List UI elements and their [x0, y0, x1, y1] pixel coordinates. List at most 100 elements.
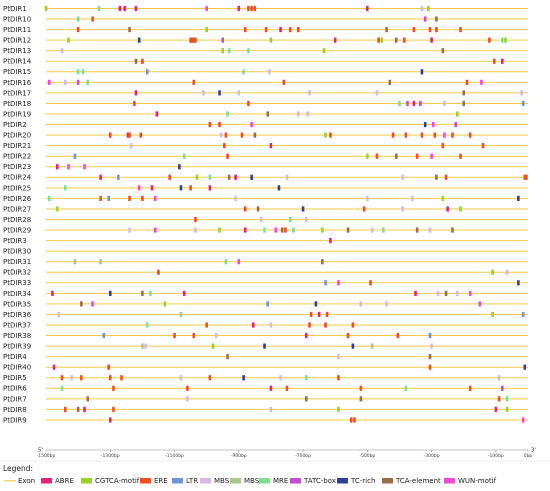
cis-element-mbs-mark: [420, 5, 424, 12]
cis-element-cgtca-mark: [67, 37, 70, 43]
cis-element-tca-mark: [141, 290, 144, 296]
cis-element-ere-mark: [359, 385, 363, 391]
cis-element-ere-mark: [141, 195, 144, 201]
cis-element-cgtca-mark: [55, 206, 59, 212]
cis-element-ere-mark: [243, 206, 247, 212]
cis-element-tatc-mark: [221, 37, 225, 43]
cis-element-abre-mark: [251, 322, 255, 328]
gene-label: PtDIR16: [3, 79, 32, 87]
cis-element-tca-mark: [394, 153, 398, 159]
cis-element-ere-mark: [80, 375, 83, 381]
cis-element-ltr-mark: [107, 195, 110, 201]
cis-element-ere-mark: [247, 5, 250, 12]
cis-element-ere-mark: [264, 27, 268, 33]
gene-tracks: PtDIR1 PtDIR10 PtDIR11 PtDIR12 PtDIR13 PtDIR1…: [3, 5, 528, 424]
cis-element-tca-mark: [462, 100, 466, 107]
gene-label: PtDIR18: [3, 100, 31, 108]
cis-element-ere-mark: [441, 143, 445, 149]
cis-element-ere-mark: [309, 311, 313, 318]
gene-row: PtDIR31: [3, 258, 528, 266]
cis-element-abre-mark: [430, 37, 433, 43]
cis-element-ere-mark: [451, 132, 454, 138]
cis-element-abre-mark: [414, 290, 417, 296]
cis-element-mbs-mark: [57, 311, 61, 318]
gene-label: PtDIR22: [3, 153, 31, 161]
gene-row: PtDIR34: [3, 290, 528, 298]
cis-element-tatc-mark: [454, 121, 457, 128]
cis-element-tcrich-mark: [108, 290, 112, 296]
cis-element-ltr-mark: [521, 100, 525, 107]
cis-element-tca-mark: [253, 132, 257, 138]
axis-tick-label: -900bp: [231, 453, 247, 459]
cis-element-ere-mark: [192, 37, 196, 43]
cis-element-ere-mark: [420, 132, 424, 138]
gene-row: PtDIR18: [3, 100, 528, 108]
axis-tick-label: -500bp: [359, 453, 375, 459]
cis-element-wun-mark: [153, 227, 157, 233]
cis-element-ere-mark: [404, 132, 408, 138]
cis-element-ere-mark: [112, 385, 115, 391]
cis-element-abre-mark: [134, 90, 138, 96]
cis-element-tcrich-mark: [423, 121, 427, 128]
legend-label: LTR: [186, 477, 198, 485]
cis-element-mre-mark: [145, 322, 149, 328]
cis-element-tca-mark: [385, 27, 388, 33]
cis-element-tcrich-mark: [218, 90, 221, 96]
cis-element-cgtca-mark: [491, 269, 494, 275]
cis-element-tca-mark: [441, 48, 445, 54]
cis-element-abre-mark: [237, 5, 241, 12]
cis-element-mbs-mark: [186, 396, 189, 402]
gene-row: PtDIR24: [3, 174, 528, 182]
cis-element-tcrich-mark: [517, 280, 520, 286]
legend-swatch: [172, 478, 183, 484]
cis-element-mre-mark: [226, 111, 229, 117]
cis-element-tcrich-mark: [178, 164, 181, 170]
cis-element-mbs-mark: [304, 216, 308, 223]
gene-label: PtDIR28: [3, 216, 31, 224]
gene-label: PtDIR3: [3, 237, 27, 245]
gene-row: PtDIR14: [3, 58, 528, 66]
cis-element-ltr-mark: [145, 69, 149, 75]
cis-element-ere-mark: [60, 375, 64, 381]
cis-element-ere-mark: [194, 37, 197, 43]
gene-row: PtDIR12: [3, 37, 528, 45]
gene-label: PtDIR7: [3, 395, 27, 403]
cis-element-mbs-mark: [497, 375, 501, 381]
cis-element-ere-mark: [168, 174, 172, 180]
cis-element-ltr-mark: [117, 174, 120, 180]
cis-element-mbs-mark: [144, 343, 147, 349]
gene-row: PtDIR37: [3, 321, 528, 329]
gene-row: PtDIR9: [3, 416, 528, 424]
cis-element-cgtca-mark: [441, 195, 445, 201]
cis-element-ere-mark: [481, 143, 485, 149]
legend-label: Exon: [18, 477, 35, 485]
gene-row: PtDIR28: [3, 216, 528, 224]
cis-element-cgtca-mark: [456, 111, 459, 117]
gene-label: PtDIR24: [3, 174, 32, 182]
cis-element-tca-mark: [415, 227, 419, 233]
cis-element-ere-mark: [435, 27, 438, 33]
cis-element-tcrich-mark: [351, 343, 355, 349]
cis-element-tca-mark: [227, 174, 231, 180]
cis-element-tcrich-mark: [517, 195, 520, 201]
gene-label: PtDIR9: [3, 416, 27, 424]
cis-element-mbs-mark: [279, 375, 282, 381]
cis-element-ere-mark: [91, 16, 94, 22]
gene-label: PtDIR19: [3, 110, 31, 118]
cis-element-ere-mark: [351, 322, 355, 328]
gene-row: PtDIR23: [3, 163, 528, 171]
cis-element-mre-mark: [76, 16, 80, 22]
gene-row: PtDIR4: [3, 353, 528, 361]
cis-element-mbsi-mark: [141, 343, 144, 349]
legend-label: MBS: [214, 477, 230, 485]
cis-element-mre-mark: [60, 385, 64, 391]
cis-element-abre-mark: [182, 290, 186, 296]
cis-element-tca-mark: [226, 354, 229, 360]
gene-label: PtDIR14: [3, 58, 32, 66]
gene-label: PtDIR17: [3, 89, 31, 97]
gene-label: PtDIR23: [3, 163, 31, 171]
cis-element-cgtca-mark: [504, 37, 507, 43]
gene-label: PtDIR31: [3, 258, 31, 266]
axis-ticks: -1500bp -1300bp -1100bp -900bp -700bp -500bp -…: [37, 450, 532, 459]
